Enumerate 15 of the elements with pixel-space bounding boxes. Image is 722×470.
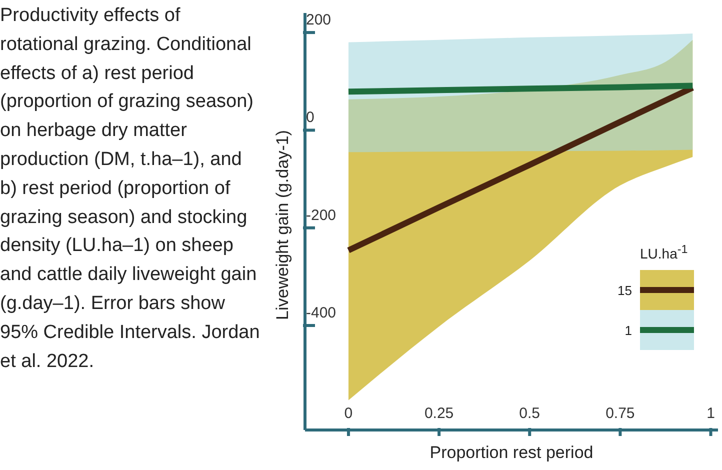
legend-label: 1 — [624, 322, 632, 338]
y-tick-label: -200 — [306, 206, 336, 224]
x-tick-label: 0.5 — [519, 405, 540, 422]
legend-title: LU.ha$^{-1}$ — [640, 243, 689, 262]
x-tick-label: 1 — [706, 405, 715, 422]
y-tick-label: 200 — [306, 12, 332, 29]
text: Productivity effects of rotational grazing. Conditional effects of a) rest period (proportion of grazing season) on herbage dry matter production (DM, t.ha–1), and b) rest period (proportion of grazing season) and stocking density (LU.ha–1) on sheep and cattle daily liveweight gain (g.day–1). Error bars show 95% Credible Intervals. Jordan et al. 2022. — [0, 5, 260, 372]
x-tick-label: 0.75 — [606, 405, 635, 422]
y-tick-label: 0 — [306, 109, 314, 126]
y-axis-title: Liveweight gain (g.day-1) — [273, 130, 292, 320]
x-tick-label: 0 — [344, 405, 353, 422]
x-tick-label: 0.25 — [424, 405, 454, 422]
legend-label: 15 — [616, 282, 632, 298]
y-tick-label: -400 — [306, 304, 336, 322]
x-axis-title: Proportion rest period — [430, 443, 594, 462]
